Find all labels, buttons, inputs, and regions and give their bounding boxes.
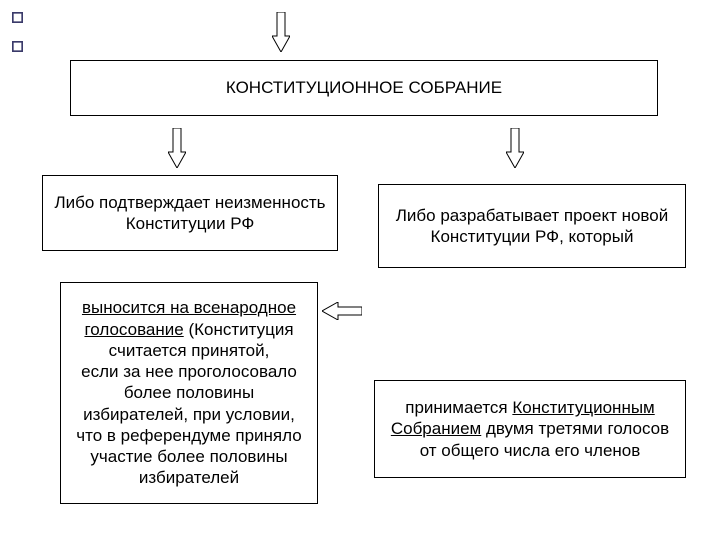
box-title: КОНСТИТУЦИОННОЕ СОБРАНИЕ (70, 60, 658, 116)
arrow-down-icon (506, 128, 524, 168)
side-bullets (12, 12, 23, 52)
confirm-text: Либо подтверждает неизменность Конституц… (53, 192, 327, 235)
bullet-icon (12, 41, 23, 52)
box-adopt: принимается Конституционным Собранием дв… (374, 380, 686, 478)
arrow-left-icon (322, 302, 362, 320)
develop-text: Либо разрабатывает проект новой Конститу… (389, 205, 675, 248)
adopt-text: принимается Конституционным Собранием дв… (385, 397, 675, 461)
title-text: КОНСТИТУЦИОННОЕ СОБРАНИЕ (226, 77, 502, 98)
arrow-down-icon (272, 12, 290, 52)
box-develop: Либо разрабатывает проект новой Конститу… (378, 184, 686, 268)
arrow-down-icon (168, 128, 186, 168)
box-confirm: Либо подтверждает неизменность Конституц… (42, 175, 338, 251)
vote-text: выносится на всенародное голосование (Ко… (71, 297, 307, 488)
box-vote: выносится на всенародное голосование (Ко… (60, 282, 318, 504)
diagram-canvas: КОНСТИТУЦИОННОЕ СОБРАНИЕ Либо подтвержда… (0, 0, 720, 540)
bullet-icon (12, 12, 23, 23)
